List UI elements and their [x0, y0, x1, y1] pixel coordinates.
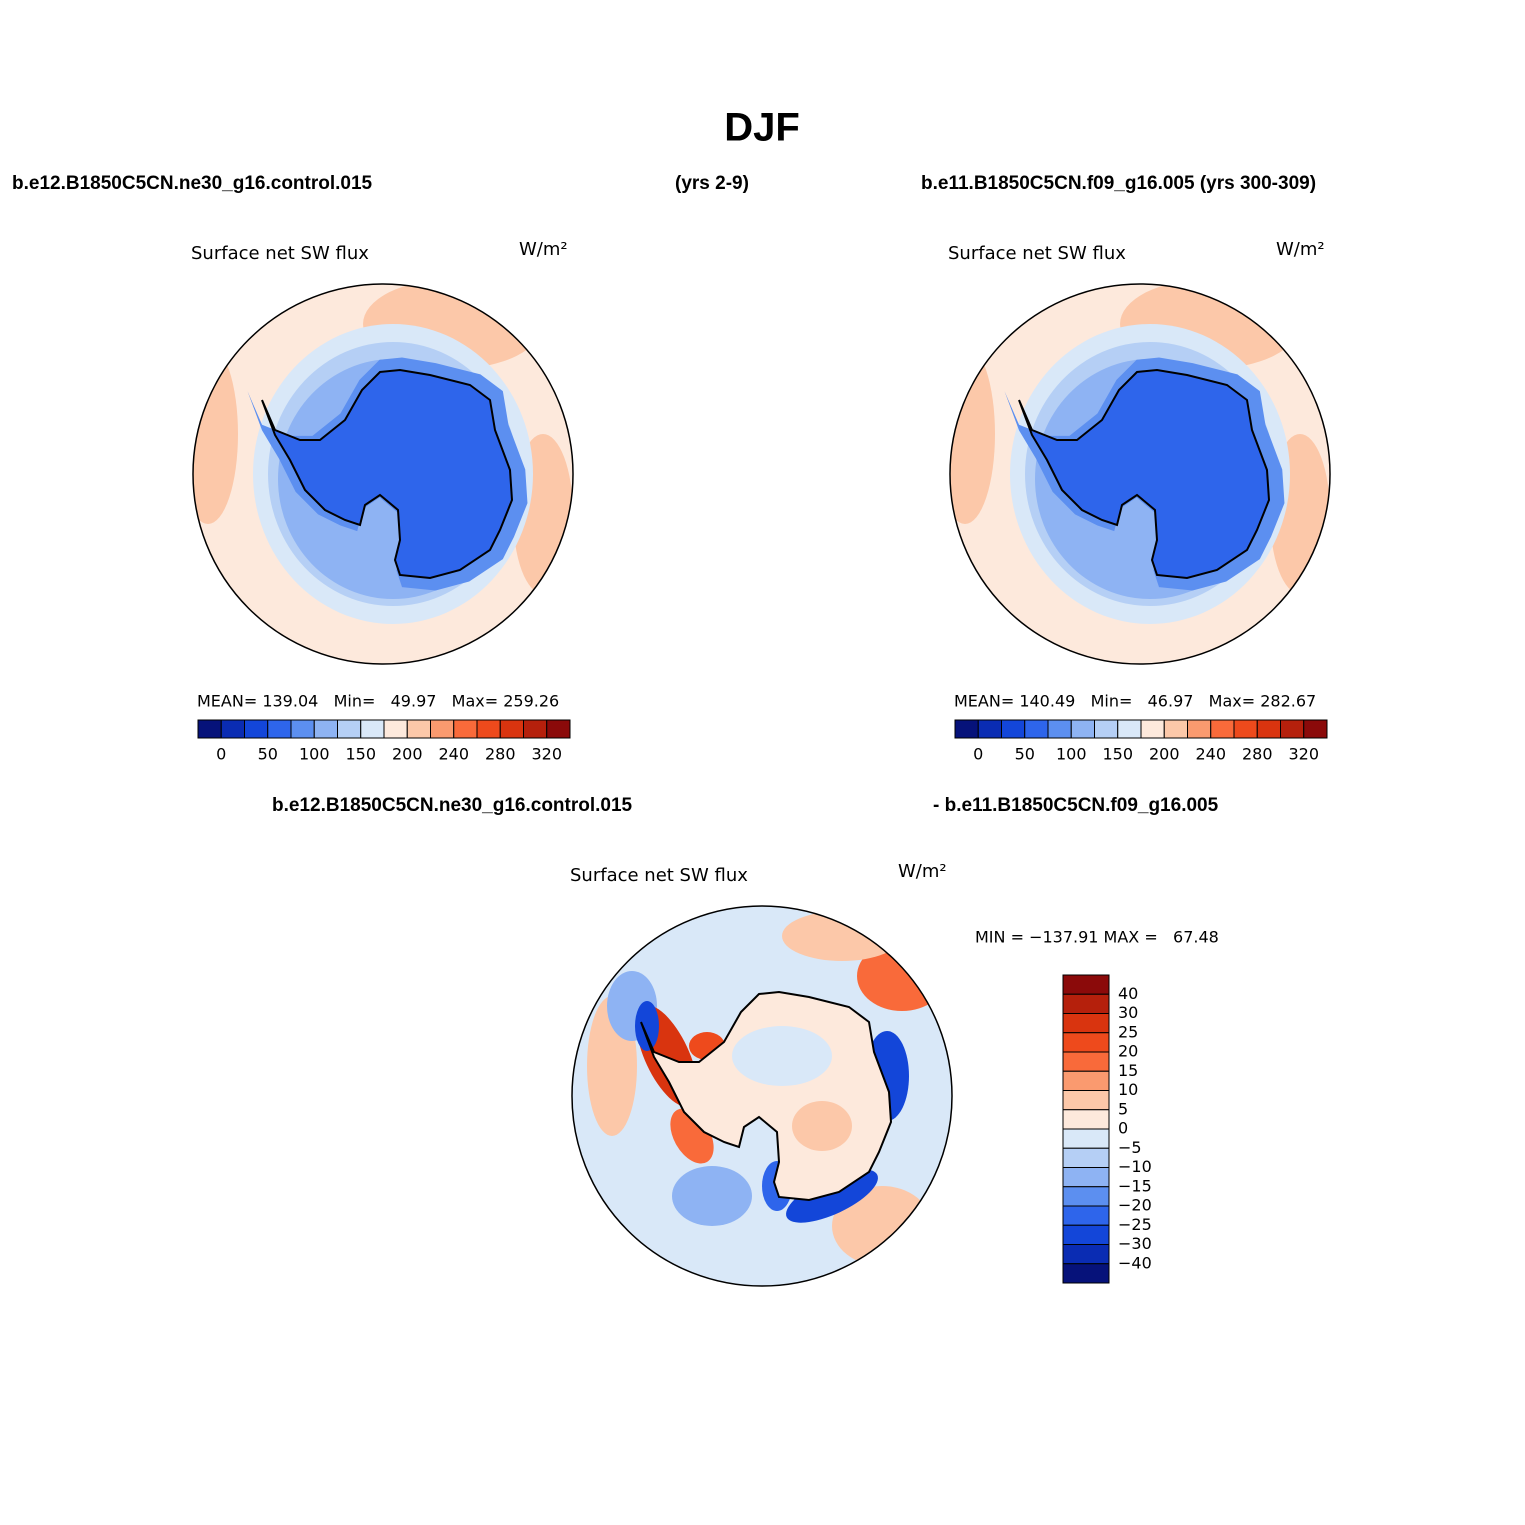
diff-map: [571, 905, 953, 1287]
colorbar-label: −5: [1118, 1138, 1142, 1157]
colorbar-box: [267, 719, 292, 739]
panel-stats: MEAN= 139.04 Min= 49.97 Max= 259.26: [197, 692, 559, 711]
colorbar-box: [499, 719, 524, 739]
colorbar-box: [430, 719, 455, 739]
colorbar-label: 150: [345, 745, 376, 764]
colorbar-label: −20: [1118, 1196, 1152, 1215]
colorbar-box: [453, 719, 478, 739]
panel-units: W/m²: [898, 861, 947, 882]
colorbar-label: 280: [1242, 745, 1273, 764]
colorbar-box: [1062, 974, 1110, 995]
colorbar-box: [1233, 719, 1258, 739]
colorbar-label: 50: [258, 745, 278, 764]
map: [178, 279, 573, 664]
colorbar-box: [290, 719, 315, 739]
colorbar-label: 0: [1118, 1119, 1128, 1138]
colorbar-box: [1062, 1167, 1110, 1188]
panel-label: Surface net SW flux: [191, 243, 369, 264]
colorbar-label: −25: [1118, 1215, 1152, 1234]
colorbar-box: [1070, 719, 1095, 739]
colorbar-label: 200: [392, 745, 423, 764]
colorbar-box: [383, 719, 408, 739]
colorbar-box: [523, 719, 548, 739]
colorbar-box: [1062, 1224, 1110, 1245]
colorbar-box: [1001, 719, 1026, 739]
colorbar-box: [954, 719, 979, 739]
colorbar-box: [977, 719, 1002, 739]
colorbar-label: 5: [1118, 1099, 1128, 1118]
colorbar-label: 100: [299, 745, 330, 764]
colorbar-label: 0: [973, 745, 983, 764]
colorbar-box: [1256, 719, 1281, 739]
colorbar-label: 320: [531, 745, 562, 764]
diff-header-right: - b.e11.B1850C5CN.f09_g16.005: [933, 795, 1219, 816]
colorbar-box: [476, 719, 501, 739]
colorbar-box: [220, 719, 245, 739]
colorbar-box: [1062, 1109, 1110, 1130]
colorbar-label: 50: [1015, 745, 1035, 764]
header-left: b.e12.B1850C5CN.ne30_g16.control.015: [12, 173, 373, 194]
colorbar-label: 240: [1195, 745, 1226, 764]
colorbar-box: [244, 719, 269, 739]
header-right: b.e11.B1850C5CN.f09_g16.005 (yrs 300-309…: [921, 173, 1316, 194]
colorbar-box: [1163, 719, 1188, 739]
colorbar-label: 240: [438, 745, 469, 764]
colorbar-label: 20: [1118, 1042, 1138, 1061]
colorbar-label: 100: [1056, 745, 1087, 764]
colorbar-box: [546, 719, 571, 739]
colorbar-box: [406, 719, 431, 739]
colorbar-box: [1062, 1090, 1110, 1111]
colorbar-box: [1062, 993, 1110, 1014]
colorbar-label: 40: [1118, 984, 1138, 1003]
colorbar-box: [1062, 1244, 1110, 1265]
colorbar-label: 280: [485, 745, 516, 764]
colorbar-label: 30: [1118, 1003, 1138, 1022]
colorbar-box: [1117, 719, 1142, 739]
colorbar-box: [197, 719, 222, 739]
header-middle: (yrs 2-9): [675, 173, 749, 194]
colorbar-box: [313, 719, 338, 739]
colorbar-box: [1062, 1070, 1110, 1091]
colorbar-label: −10: [1118, 1157, 1152, 1176]
colorbar-label: 10: [1118, 1080, 1138, 1099]
colorbar-label: 320: [1288, 745, 1319, 764]
colorbar-box: [1062, 1128, 1110, 1149]
colorbar-label: 200: [1149, 745, 1180, 764]
colorbar-box: [360, 719, 385, 739]
colorbar-label: 0: [216, 745, 226, 764]
colorbar-label: −15: [1118, 1176, 1152, 1195]
diff-stats: MIN = −137.91 MAX = 67.48: [975, 928, 1219, 947]
colorbar-box: [1062, 1205, 1110, 1226]
panel-stats: MEAN= 140.49 Min= 46.97 Max= 282.67: [954, 692, 1316, 711]
colorbar-label: 15: [1118, 1061, 1138, 1080]
colorbar-label: 25: [1118, 1022, 1138, 1041]
title: DJF: [724, 106, 800, 150]
colorbar-box: [1187, 719, 1212, 739]
colorbar-box: [1140, 719, 1165, 739]
colorbar-box: [1062, 1263, 1110, 1284]
diff-header-left: b.e12.B1850C5CN.ne30_g16.control.015: [272, 795, 633, 816]
panel-label: Surface net SW flux: [570, 865, 748, 886]
panel-units: W/m²: [1276, 239, 1325, 260]
colorbar-box: [1210, 719, 1235, 739]
colorbar-box: [1062, 1186, 1110, 1207]
colorbar-box: [1062, 1147, 1110, 1168]
colorbar-box: [1024, 719, 1049, 739]
panel-label: Surface net SW flux: [948, 243, 1126, 264]
colorbar-box: [1280, 719, 1305, 739]
colorbar-label: −40: [1118, 1253, 1152, 1272]
panel-units: W/m²: [519, 239, 568, 260]
colorbar-label: −30: [1118, 1234, 1152, 1253]
colorbar-label: 150: [1102, 745, 1133, 764]
colorbar-box: [1094, 719, 1119, 739]
map: [935, 279, 1330, 664]
colorbar-box: [337, 719, 362, 739]
colorbar-box: [1062, 1013, 1110, 1034]
colorbar-box: [1303, 719, 1328, 739]
colorbar-box: [1062, 1032, 1110, 1053]
colorbar-box: [1047, 719, 1072, 739]
colorbar-box: [1062, 1051, 1110, 1072]
